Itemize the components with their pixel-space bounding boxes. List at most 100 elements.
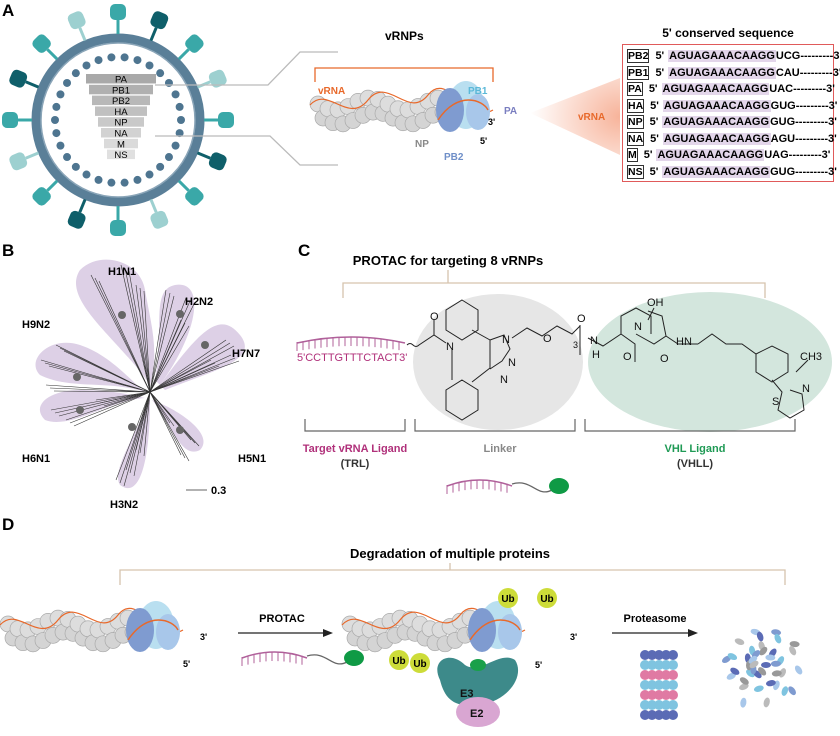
atom-ch3: CH3 (800, 351, 822, 363)
five-prime: 5' (655, 50, 665, 63)
pb2-label: PB2 (444, 152, 464, 163)
vrnp-complex (309, 81, 494, 133)
segment-tag: PB2 (627, 49, 650, 64)
vrna-arrow-label: vRNA (578, 112, 605, 123)
degradation-bracket (119, 569, 786, 585)
ub-label: Ub (392, 656, 405, 667)
end-3-label: 3' (200, 632, 207, 642)
atom-nh: N (590, 335, 598, 347)
atom-s: S (772, 396, 779, 408)
arrow-head (688, 629, 698, 637)
atom-h: H (592, 349, 600, 361)
atom-n-thiazole: N (802, 383, 810, 395)
five-prime: 5' (650, 132, 659, 145)
clade-label-h2n2: H2N2 (185, 296, 213, 308)
panel-label-b: B (2, 241, 14, 260)
e3-ligase (437, 657, 519, 727)
sequence-row: HA 5' AGUAGAAACAAGG GUG---------3' (627, 98, 837, 115)
pa-label: PA (504, 106, 517, 117)
segment-label: NS (114, 150, 127, 161)
segment-label: M (117, 139, 125, 150)
oligo-sequence: 5'CCTTGTTTCTACT3' (297, 352, 407, 364)
protac-title: PROTAC for targeting 8 vRNPs (353, 253, 543, 268)
five-prime: 5' (650, 99, 659, 112)
phylogenetic-tree (35, 259, 245, 489)
conserved-sequence-title: 5' conserved sequence (662, 26, 794, 40)
vrnp-complex (0, 601, 184, 653)
panel-label-a: A (2, 1, 14, 20)
end-5-label: 5' (183, 659, 190, 669)
degraded-fragments (721, 628, 803, 708)
segment-label: PB2 (112, 96, 130, 107)
end-3-label: 3' (488, 117, 495, 127)
segment-bar (104, 138, 138, 149)
clade-label-h1n1: H1N1 (108, 266, 136, 278)
clade-label-h7n7: H7N7 (232, 348, 260, 360)
arrow-head (323, 629, 333, 637)
segment-tag: NS (627, 164, 644, 179)
segment-label: PA (115, 75, 128, 86)
conserved-bases: AGUAGAAACAAGG (656, 149, 765, 162)
protac-bracket (342, 282, 766, 298)
trl-abbr: (TRL) (341, 458, 370, 470)
end-5-label: 5' (535, 660, 542, 670)
conserved-bases: AGUAGAAACAAGG (662, 165, 771, 178)
conserved-bases: AGUAGAAACAAGG (662, 116, 771, 129)
five-prime: 5' (655, 66, 665, 79)
vrnp-complex (341, 601, 526, 653)
sequence-row: PB2 5' AGUAGAAACAAGG UCG---------3' (627, 48, 840, 65)
sequence-row: NS 5' AGUAGAAACAAGG GUG---------3' (627, 164, 837, 181)
panel-label-c: C (298, 241, 310, 260)
vrnp-title: vRNPs (385, 29, 424, 43)
clade-label-h3n2: H3N2 (110, 499, 138, 511)
np-label: NP (415, 139, 429, 150)
scale-label: 0.3 (211, 485, 226, 497)
atom-o: O (623, 351, 632, 363)
sequence-row: PB1 5' AGUAGAAACAAGG CAU---------3' (627, 65, 840, 82)
variable-tail: GUG---------3' (770, 99, 838, 112)
sequence-row: M 5' AGUAGAAACAAGG UAG---------3' (627, 147, 830, 164)
segment-bar (89, 84, 153, 95)
proteasome (640, 650, 678, 720)
clade-label-h6n1: H6N1 (22, 453, 50, 465)
zoom-cone (530, 78, 620, 155)
ubiquitin (410, 653, 430, 673)
protac-arrow-label: PROTAC (259, 613, 305, 625)
vrna-bracket (314, 67, 494, 82)
segment-tag: NA (627, 131, 645, 146)
five-prime: 5' (643, 149, 653, 162)
e2-label: E2 (470, 708, 483, 720)
atom-hn: HN (676, 336, 692, 348)
variable-tail: UCG---------3' (775, 50, 840, 63)
virus-particle (2, 4, 234, 236)
atom-n-triazole: N (502, 334, 510, 346)
segment-tag: NP (627, 115, 644, 130)
protac-icon (446, 478, 569, 494)
ubiquitin (498, 588, 518, 608)
sequence-row: PA 5' AGUAGAAACAAGG UAC---------3' (627, 81, 835, 98)
segment-label: NP (114, 118, 127, 129)
variable-tail: AGU---------3' (770, 132, 837, 145)
variable-tail: UAC---------3' (769, 83, 835, 96)
segment-bar (92, 95, 150, 106)
ubiquitin (389, 650, 409, 670)
end-5-label: 5' (480, 136, 487, 146)
segment-bar (107, 149, 135, 160)
end-3-label: 3' (570, 632, 577, 642)
ub-label: Ub (413, 659, 426, 670)
proteasome-arrow-label: Proteasome (624, 613, 687, 625)
sequence-row: NA 5' AGUAGAAACAAGG AGU---------3' (627, 131, 837, 148)
degradation-title: Degradation of multiple proteins (350, 546, 550, 561)
segment-label: PB1 (112, 85, 130, 96)
segment-tag: PB1 (627, 65, 650, 80)
linker-region (413, 294, 583, 430)
conserved-bases: AGUAGAAACAAGG (668, 66, 776, 79)
atom-o: O (430, 311, 439, 323)
zoom-line (155, 51, 338, 86)
clade-label-h9n2: H9N2 (22, 319, 50, 331)
segment-bar (98, 117, 144, 127)
segment-label: HA (114, 107, 128, 118)
ub-label: Ub (540, 594, 553, 605)
